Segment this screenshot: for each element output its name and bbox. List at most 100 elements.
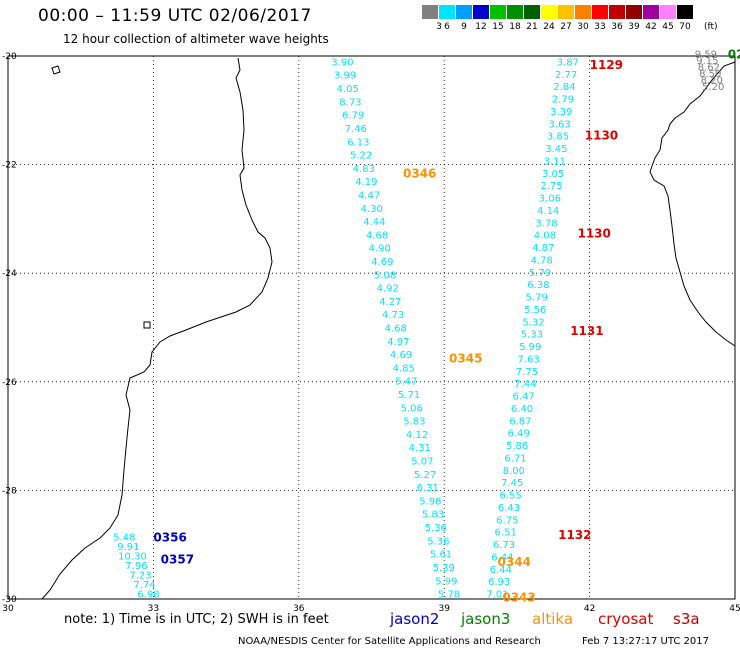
- legend-swatch: [592, 5, 608, 19]
- lat-tick-label: -30: [2, 595, 17, 605]
- wave-height-value: 2.79: [552, 95, 574, 106]
- legend-swatch: [456, 5, 472, 19]
- wave-height-value: 4.30: [361, 204, 383, 215]
- wave-height-value: 6.47: [513, 392, 535, 403]
- wave-height-value: 6.55: [499, 491, 521, 502]
- legend-label: 18: [509, 22, 521, 32]
- wave-height-value: 3.11: [544, 156, 566, 167]
- time-label: 1132: [558, 528, 591, 542]
- wave-height-value: 2.84: [553, 82, 575, 93]
- wave-height-value: 5.36: [427, 536, 449, 547]
- time-labels: 1129 1130 1130 1131 1132 0346 0345 0344 0343 0356…: [153, 47, 740, 604]
- wave-height-value: 5.83: [403, 417, 425, 428]
- wave-height-value: 4.19: [355, 177, 377, 188]
- legend-swatch: [541, 5, 557, 19]
- wave-height-value: 4.69: [371, 257, 393, 268]
- legend-swatch: [660, 5, 676, 19]
- sat-altika: altika: [532, 610, 574, 628]
- axis-labels: 30 33 36 39 42 45 -20 -22 -24 -26 -28 -30: [2, 52, 740, 614]
- wave-height-value: 3.63: [548, 119, 570, 130]
- wave-height-value: 8.62: [698, 62, 720, 73]
- time-label: 0345: [449, 351, 482, 365]
- legend-swatch: [439, 5, 455, 19]
- time-label: 0357: [161, 552, 194, 566]
- wave-height-value: 7.74: [133, 580, 155, 591]
- lat-tick-label: -22: [2, 161, 17, 171]
- wave-height-value: 5.79: [529, 268, 551, 279]
- wave-height-value: 9.15: [696, 56, 718, 67]
- wave-height-value: 8.73: [339, 97, 361, 108]
- wave-height-value: 5.33: [521, 330, 543, 341]
- wave-height-value: 7.63: [517, 354, 539, 365]
- wave-height-value: 4.85: [393, 363, 415, 374]
- sat-jason2: jason2: [390, 610, 440, 628]
- legend-label: 36: [611, 22, 623, 32]
- wave-height-value: 8.20: [701, 75, 723, 86]
- wave-height-value: 6.79: [342, 111, 364, 122]
- lon-tick-label: 45: [729, 604, 740, 614]
- lat-tick-label: -28: [2, 486, 17, 496]
- wave-height-value: 7.23: [129, 571, 151, 582]
- wave-height-value: 5.20: [702, 82, 724, 93]
- wave-height-value: 5.27: [414, 470, 436, 481]
- legend-label: 15: [492, 22, 504, 32]
- wave-height-value: 4.12: [406, 430, 428, 441]
- wave-height-value: 5.86: [506, 441, 528, 452]
- legend-swatch: [609, 5, 625, 19]
- time-label: 0356: [153, 531, 186, 545]
- legend-swatch: [575, 5, 591, 19]
- time-label: 0254: [728, 47, 740, 61]
- wave-height-value: 5.48: [113, 533, 135, 544]
- wave-height-value: 6.44: [490, 565, 512, 576]
- wave-height-value: 3.78: [535, 218, 557, 229]
- wave-height-value: 7.01: [486, 590, 508, 601]
- wave-height-value: 7.75: [516, 367, 538, 378]
- legend-label: 24: [543, 22, 555, 32]
- lon-tick-label: 39: [438, 604, 450, 614]
- wave-height-value: 6.93: [488, 577, 510, 588]
- wave-height-value: 4.83: [353, 164, 375, 175]
- wave-height-value: 6.51: [495, 528, 517, 539]
- wave-height-value: 5.47: [395, 377, 417, 388]
- wave-height-value: 3.39: [550, 107, 572, 118]
- wave-height-value: 5.78: [438, 590, 460, 601]
- wave-height-value: 5.22: [350, 151, 372, 162]
- wave-height-value: 7.46: [345, 124, 367, 135]
- legend-label: 30: [577, 22, 589, 32]
- wave-height-value: 3.99: [334, 71, 356, 82]
- wave-height-value: 6.75: [496, 515, 518, 526]
- wave-height-value: 4.14: [537, 206, 559, 217]
- legend-unit: (ft): [704, 22, 718, 32]
- wave-height-value: 4.73: [382, 310, 404, 321]
- wave-height-value: 4.92: [377, 284, 399, 295]
- wave-height-value: 5.79: [526, 293, 548, 304]
- wave-height-value: 6.31: [417, 483, 439, 494]
- legend-swatch: [473, 5, 489, 19]
- wave-height-value: 7.44: [514, 379, 536, 390]
- footer-note: note: 1) Time is in UTC; 2) SWH is in fe…: [64, 612, 329, 627]
- wave-height-value: 3.87: [557, 57, 579, 68]
- wave-height-value: 4.68: [385, 324, 407, 335]
- sat-s3a: s3a: [673, 610, 700, 628]
- altimeter-tracks: 3.90 3.99 4.05 8.73 6.79 7.46 6.13 5.22 4.83 4.19…: [113, 49, 724, 600]
- legend-label: 21: [526, 22, 538, 32]
- wave-height-value: 4.27: [379, 297, 401, 308]
- wave-height-value: 6.71: [504, 453, 526, 464]
- wave-height-value: 4.90: [369, 244, 391, 255]
- wave-height-value: 7.45: [501, 478, 523, 489]
- legend-label: 9: [461, 22, 467, 32]
- legend-label: 42: [645, 22, 657, 32]
- wave-height-value: 6.40: [511, 404, 533, 415]
- wave-height-value: 5.08: [374, 270, 396, 281]
- wave-height-value: 9.91: [117, 542, 139, 553]
- wave-height-value: 6.38: [527, 280, 549, 291]
- time-label: 0346: [403, 167, 436, 181]
- africa-coastline: [41, 57, 273, 600]
- wave-height-value: 7.96: [125, 561, 147, 572]
- wave-height-value: 9.59: [695, 49, 717, 60]
- legend-label: 33: [594, 22, 606, 32]
- wave-height-value: 2.77: [555, 70, 577, 81]
- wave-height-value: 5.83: [422, 510, 444, 521]
- sat-jason3: jason3: [461, 610, 511, 628]
